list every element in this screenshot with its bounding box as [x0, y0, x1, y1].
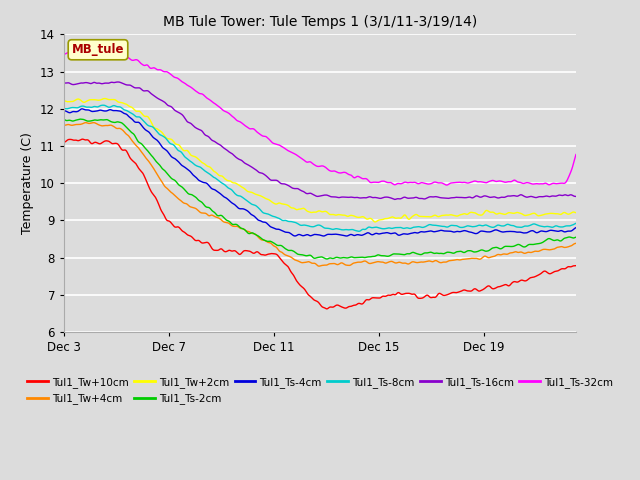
Tul1_Ts-32cm [193, 89, 200, 95]
Tul1_Ts-8cm [152, 127, 159, 133]
Tul1_Ts-8cm [364, 225, 371, 231]
Tul1_Ts-4cm [364, 230, 371, 236]
Tul1_Ts-4cm [320, 233, 328, 239]
Tul1_Ts-4cm [292, 233, 300, 239]
Tul1_Ts-8cm [193, 163, 200, 168]
Tul1_Ts-8cm [100, 102, 108, 108]
Tul1_Tw+10cm [447, 290, 455, 296]
Tul1_Tw+10cm [364, 297, 371, 302]
Tul1_Tw+4cm [152, 169, 159, 175]
Title: MB Tule Tower: Tule Temps 1 (3/1/11-3/19/14): MB Tule Tower: Tule Temps 1 (3/1/11-3/19… [163, 15, 477, 29]
Tul1_Ts-16cm [114, 79, 122, 85]
Tul1_Tw+2cm [60, 98, 68, 104]
Tul1_Ts-16cm [447, 195, 455, 201]
Tul1_Tw+2cm [447, 212, 455, 217]
Tul1_Ts-16cm [363, 195, 371, 201]
Tul1_Tw+2cm [404, 216, 412, 221]
Tul1_Tw+10cm [60, 139, 68, 145]
Tul1_Ts-4cm [404, 231, 412, 237]
Tul1_Tw+2cm [101, 96, 109, 101]
Tul1_Ts-2cm [152, 158, 159, 164]
Tul1_Ts-2cm [292, 251, 300, 256]
Tul1_Tw+10cm [572, 263, 580, 268]
Tul1_Ts-32cm [572, 152, 580, 157]
Tul1_Ts-8cm [60, 106, 68, 111]
Tul1_Tw+2cm [363, 216, 371, 222]
Tul1_Ts-4cm [152, 136, 159, 142]
Tul1_Ts-32cm [292, 152, 300, 158]
Tul1_Ts-16cm [60, 80, 68, 86]
Tul1_Tw+10cm [193, 238, 200, 243]
Tul1_Ts-2cm [193, 195, 200, 201]
Tul1_Tw+4cm [364, 260, 371, 265]
Tul1_Ts-4cm [193, 175, 200, 181]
Tul1_Tw+4cm [292, 258, 300, 264]
Tul1_Ts-32cm [60, 51, 68, 57]
Tul1_Ts-16cm [152, 94, 159, 100]
Tul1_Ts-8cm [355, 228, 363, 234]
Tul1_Ts-2cm [404, 251, 412, 257]
Tul1_Ts-16cm [391, 196, 399, 202]
Tul1_Tw+10cm [292, 278, 300, 284]
Tul1_Tw+10cm [152, 194, 159, 200]
Tul1_Tw+4cm [572, 240, 580, 246]
Tul1_Ts-2cm [60, 117, 68, 122]
Tul1_Tw+10cm [79, 136, 86, 142]
Text: MB_tule: MB_tule [72, 43, 124, 56]
Tul1_Ts-32cm [443, 182, 451, 188]
Line: Tul1_Tw+10cm: Tul1_Tw+10cm [64, 139, 576, 309]
Y-axis label: Temperature (C): Temperature (C) [22, 132, 35, 234]
Tul1_Ts-8cm [447, 223, 455, 228]
Tul1_Tw+4cm [81, 120, 89, 125]
Tul1_Ts-4cm [447, 228, 455, 234]
Tul1_Ts-2cm [323, 256, 331, 262]
Tul1_Ts-32cm [79, 48, 86, 53]
Tul1_Ts-2cm [364, 254, 371, 260]
Tul1_Ts-32cm [447, 180, 455, 186]
Tul1_Tw+2cm [152, 125, 159, 131]
Tul1_Tw+10cm [323, 306, 330, 312]
Tul1_Ts-4cm [78, 106, 86, 112]
Tul1_Ts-16cm [572, 193, 580, 199]
Line: Tul1_Ts-8cm: Tul1_Ts-8cm [64, 105, 576, 231]
Line: Tul1_Ts-4cm: Tul1_Ts-4cm [64, 109, 576, 236]
Legend: Tul1_Tw+10cm, Tul1_Tw+4cm, Tul1_Tw+2cm, Tul1_Ts-2cm, Tul1_Ts-4cm, Tul1_Ts-8cm, T: Tul1_Tw+10cm, Tul1_Tw+4cm, Tul1_Tw+2cm, … [23, 373, 617, 408]
Tul1_Ts-16cm [292, 186, 300, 192]
Tul1_Ts-4cm [572, 225, 580, 230]
Tul1_Tw+4cm [193, 206, 200, 212]
Line: Tul1_Tw+4cm: Tul1_Tw+4cm [64, 122, 576, 266]
Tul1_Ts-2cm [447, 250, 455, 255]
Line: Tul1_Ts-16cm: Tul1_Ts-16cm [64, 82, 576, 199]
Line: Tul1_Ts-2cm: Tul1_Ts-2cm [64, 119, 576, 259]
Tul1_Ts-32cm [403, 180, 411, 185]
Tul1_Tw+2cm [371, 219, 379, 225]
Line: Tul1_Ts-32cm: Tul1_Ts-32cm [64, 50, 576, 185]
Tul1_Ts-4cm [60, 108, 68, 114]
Tul1_Ts-16cm [193, 125, 200, 131]
Tul1_Ts-16cm [404, 195, 412, 201]
Tul1_Ts-2cm [76, 116, 84, 122]
Tul1_Ts-8cm [404, 225, 412, 231]
Tul1_Tw+2cm [292, 207, 300, 213]
Tul1_Tw+10cm [404, 290, 412, 296]
Tul1_Ts-2cm [572, 234, 580, 240]
Tul1_Tw+4cm [447, 258, 455, 264]
Tul1_Tw+2cm [193, 155, 200, 160]
Tul1_Ts-32cm [152, 66, 159, 72]
Tul1_Ts-8cm [572, 220, 580, 226]
Tul1_Ts-32cm [363, 176, 371, 182]
Tul1_Ts-8cm [292, 220, 300, 226]
Line: Tul1_Tw+2cm: Tul1_Tw+2cm [64, 98, 576, 222]
Tul1_Tw+4cm [404, 261, 412, 267]
Tul1_Tw+2cm [572, 210, 580, 216]
Tul1_Tw+4cm [315, 263, 323, 269]
Tul1_Tw+4cm [60, 122, 68, 128]
